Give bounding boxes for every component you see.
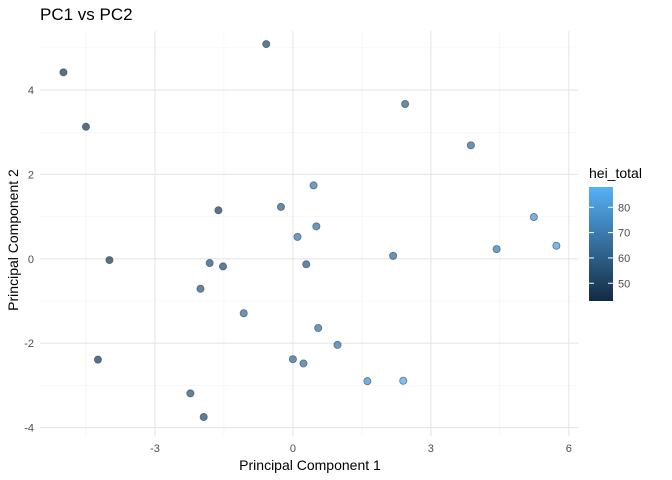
points: [59, 40, 561, 422]
x-tick-label: 6: [566, 443, 572, 455]
y-axis-title: Principal Component 2: [5, 169, 21, 311]
x-tick-label: 3: [428, 443, 434, 455]
grid: [40, 31, 578, 436]
data-point: [199, 413, 208, 422]
data-point: [312, 222, 321, 231]
y-tick-label: -4: [24, 423, 34, 435]
legend-tick-label: 80: [618, 202, 630, 214]
data-point: [492, 245, 501, 254]
x-tick-label: -3: [150, 443, 160, 455]
data-point: [314, 323, 323, 332]
legend: hei_total 50 60 70 80: [589, 165, 642, 301]
data-point: [302, 260, 311, 269]
data-point: [219, 262, 228, 271]
data-point: [196, 284, 205, 293]
data-point: [205, 259, 214, 268]
chart-title: PC1 vs PC2: [40, 5, 133, 24]
legend-tick-label: 70: [618, 228, 630, 240]
data-point: [93, 355, 102, 364]
data-point: [81, 122, 90, 131]
data-point: [363, 377, 372, 386]
data-point: [293, 232, 302, 241]
data-point: [466, 141, 475, 150]
x-tick-label: 0: [290, 443, 296, 455]
data-point: [399, 376, 408, 385]
legend-title: hei_total: [589, 165, 642, 181]
y-tick-label: 0: [28, 254, 34, 266]
data-point: [389, 251, 398, 260]
data-point: [239, 309, 248, 318]
legend-tick-label: 50: [618, 278, 630, 290]
data-point: [276, 202, 285, 211]
legend-colorbar: [589, 187, 613, 301]
legend-tick-label: 60: [618, 253, 630, 265]
data-point: [552, 241, 561, 250]
y-tick-label: 2: [28, 169, 34, 181]
data-point: [529, 213, 538, 222]
data-point: [214, 206, 223, 215]
data-point: [401, 99, 410, 108]
data-point: [59, 68, 68, 77]
data-point: [288, 355, 297, 364]
y-tick-label: 4: [28, 85, 34, 97]
axis-ticks: -3 0 3 6 -4 -2 0 2 4: [24, 85, 572, 455]
data-point: [309, 181, 318, 190]
legend-ticks: 50 60 70 80: [589, 202, 630, 290]
data-point: [105, 256, 114, 265]
data-point: [186, 389, 195, 398]
data-point: [262, 40, 271, 49]
x-axis-title: Principal Component 1: [239, 457, 381, 473]
data-point: [299, 359, 308, 368]
data-point: [333, 340, 342, 349]
y-tick-label: -2: [24, 338, 34, 350]
